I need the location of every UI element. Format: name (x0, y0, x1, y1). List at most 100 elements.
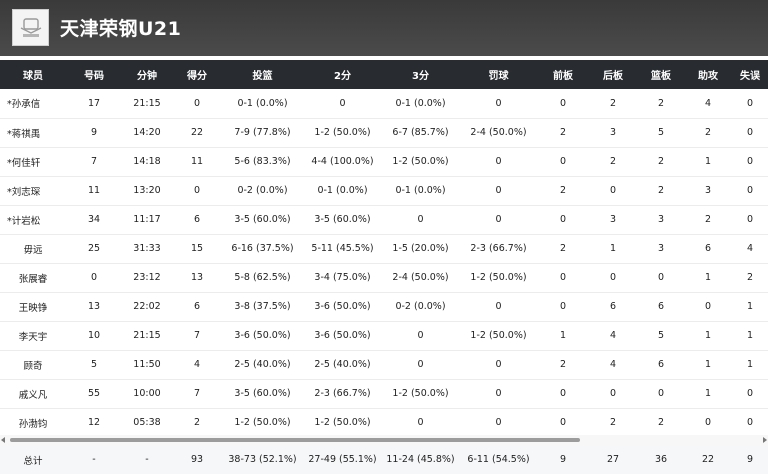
stat-cell-fg: 0-1 (0.0%) (222, 89, 303, 119)
table-row[interactable]: 王映铮 13 22:02 6 3-8 (37.5%) 3-6 (50.0%) 0-2 (0.… (0, 292, 768, 322)
column-header[interactable]: 2分 (303, 60, 382, 89)
stat-cell-dreb: 2 (588, 89, 638, 119)
column-header[interactable]: 号码 (66, 60, 122, 89)
stat-cell-tov: 0 (732, 408, 768, 438)
stat-cell-reb: 2 (638, 89, 684, 119)
table-row[interactable]: *何佳轩 7 14:18 11 5-6 (83.3%) 4-4 (100.0%) 1-2 (… (0, 147, 768, 177)
player-name[interactable]: 孙渤钧 (0, 408, 66, 438)
stat-cell-ast: 6 (684, 234, 732, 264)
table-row[interactable]: *孙承信 17 21:15 0 0-1 (0.0%) 0 0-1 (0.0%) 0 0 2 2 4 0 (0, 89, 768, 119)
totals-table: 总计 - - 93 38-73 (52.1%) 27-49 (55.1%) 11… (0, 445, 768, 474)
table-row[interactable]: 李天宇 10 21:15 7 3-6 (50.0%) 3-6 (50.0%) 0 1-2 (5… (0, 321, 768, 351)
stat-cell-fg: 7-9 (77.8%) (222, 118, 303, 148)
scroll-right-arrow-icon[interactable] (763, 437, 767, 443)
player-name[interactable]: 张展睿 (0, 263, 66, 293)
stat-cell-points: 11 (172, 147, 222, 177)
player-name[interactable]: 顾奇 (0, 350, 66, 380)
stat-cell-tov: 0 (732, 147, 768, 177)
column-header[interactable]: 篮板 (638, 60, 684, 89)
stat-cell-number: 11 (66, 176, 122, 206)
stat-cell-points: 2 (172, 408, 222, 438)
table-row[interactable]: *计岩松 34 11:17 6 3-5 (60.0%) 3-5 (60.0%) 0 0 0 3 3 2… (0, 205, 768, 235)
stat-cell-points: 0 (172, 176, 222, 206)
column-header[interactable]: 3分 (382, 60, 459, 89)
player-name[interactable]: *蒋祺禹 (0, 118, 66, 148)
column-header[interactable]: 分钟 (122, 60, 172, 89)
stat-cell-fg: 3-5 (60.0%) (222, 205, 303, 235)
stat-cell-minutes: 23:12 (122, 263, 172, 293)
totals-reb: 36 (654, 454, 668, 465)
player-name[interactable]: *刘志琛 (0, 176, 66, 206)
stat-cell-tov: 0 (732, 205, 768, 235)
scroll-left-arrow-icon[interactable] (1, 437, 5, 443)
stat-cell-reb: 5 (638, 118, 684, 148)
totals-label: 总计 (23, 455, 43, 467)
stat-cell-minutes: 11:50 (122, 350, 172, 380)
column-header[interactable]: 得分 (172, 60, 222, 89)
column-header[interactable]: 投篮 (222, 60, 303, 89)
stat-cell-oreb: 0 (538, 408, 588, 438)
stat-cell-number: 34 (66, 205, 122, 235)
stat-cell-minutes: 13:20 (122, 176, 172, 206)
column-header[interactable]: 前板 (538, 60, 588, 89)
table-row[interactable]: 戚义凡 55 10:00 7 3-5 (60.0%) 2-3 (66.7%) 1-2 (50… (0, 379, 768, 409)
stat-cell-reb: 6 (638, 292, 684, 322)
player-name[interactable]: 李天宇 (0, 321, 66, 351)
stat-cell-oreb: 2 (538, 176, 588, 206)
totals-three: 11-24 (45.8%) (386, 454, 455, 465)
stat-cell-three: 0 (382, 350, 459, 380)
player-name[interactable]: 毋远 (0, 234, 66, 264)
stat-cell-minutes: 14:18 (122, 147, 172, 177)
stat-cell-ft: 0 (459, 89, 538, 119)
totals-minutes: - (145, 454, 149, 465)
stat-cell-three: 2-4 (50.0%) (382, 263, 459, 293)
stat-cell-tov: 1 (732, 321, 768, 351)
table-row[interactable]: 张展睿 0 23:12 13 5-8 (62.5%) 3-4 (75.0%) 2-4 (50… (0, 263, 768, 293)
stat-cell-fg: 5-8 (62.5%) (222, 263, 303, 293)
player-name[interactable]: *孙承信 (0, 89, 66, 119)
stat-cell-points: 6 (172, 205, 222, 235)
stat-cell-fg: 2-5 (40.0%) (222, 350, 303, 380)
table-row[interactable]: *蒋祺禹 9 14:20 22 7-9 (77.8%) 1-2 (50.0%) 6-7 (8… (0, 118, 768, 148)
player-name[interactable]: 戚义凡 (0, 379, 66, 409)
stat-cell-number: 5 (66, 350, 122, 380)
stat-cell-number: 55 (66, 379, 122, 409)
stat-cell-tov: 4 (732, 234, 768, 264)
column-header[interactable]: 助攻 (684, 60, 732, 89)
column-header[interactable]: 后板 (588, 60, 638, 89)
stat-cell-number: 12 (66, 408, 122, 438)
stat-cell-two: 0 (303, 89, 382, 119)
stat-cell-three: 0 (382, 321, 459, 351)
stat-cell-three: 1-5 (20.0%) (382, 234, 459, 264)
column-header[interactable]: 球员 (0, 60, 66, 89)
stat-cell-three: 6-7 (85.7%) (382, 118, 459, 148)
stat-cell-ft: 0 (459, 350, 538, 380)
table-row[interactable]: 毋远 25 31:33 15 6-16 (37.5%) 5-11 (45.5%) 1-5 (… (0, 234, 768, 264)
table-row[interactable]: 顾奇 5 11:50 4 2-5 (40.0%) 2-5 (40.0%) 0 0 2 4 6 1 1 (0, 350, 768, 380)
stat-cell-tov: 0 (732, 176, 768, 206)
stat-cell-fg: 3-6 (50.0%) (222, 321, 303, 351)
stat-cell-oreb: 2 (538, 234, 588, 264)
stat-cell-reb: 0 (638, 263, 684, 293)
table-row[interactable]: 孙渤钧 12 05:38 2 1-2 (50.0%) 1-2 (50.0%) 0 0 0 2 2 0 0 (0, 408, 768, 438)
stat-cell-ast: 1 (684, 379, 732, 409)
horizontal-scrollbar[interactable] (0, 435, 768, 445)
stat-cell-oreb: 0 (538, 89, 588, 119)
player-name[interactable]: *何佳轩 (0, 147, 66, 177)
stat-cell-minutes: 05:38 (122, 408, 172, 438)
stat-cell-three: 1-2 (50.0%) (382, 379, 459, 409)
player-name[interactable]: *计岩松 (0, 205, 66, 235)
stat-cell-oreb: 0 (538, 379, 588, 409)
stat-cell-minutes: 21:15 (122, 321, 172, 351)
stat-cell-fg: 1-2 (50.0%) (222, 408, 303, 438)
table-row[interactable]: *刘志琛 11 13:20 0 0-2 (0.0%) 0-1 (0.0%) 0-1 (0.0… (0, 176, 768, 206)
player-name[interactable]: 王映铮 (0, 292, 66, 322)
stat-cell-reb: 5 (638, 321, 684, 351)
column-header[interactable]: 失误 (732, 60, 768, 89)
stat-cell-two: 2-5 (40.0%) (303, 350, 382, 380)
scroll-thumb[interactable] (10, 438, 580, 442)
column-header[interactable]: 罚球 (459, 60, 538, 89)
stat-cell-ft: 0 (459, 147, 538, 177)
stat-cell-ast: 1 (684, 321, 732, 351)
stat-cell-points: 13 (172, 263, 222, 293)
